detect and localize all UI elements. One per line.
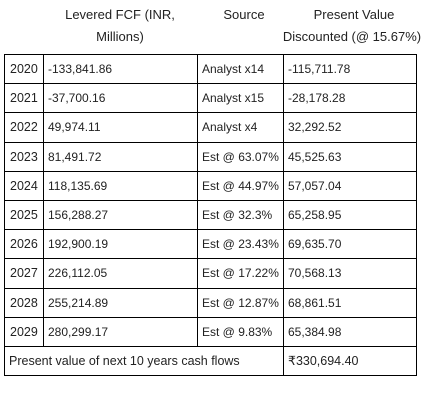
table-row: 2029 280,299.17 Est @ 9.83% 65,384.98 xyxy=(4,316,417,347)
year-cell: 2025 xyxy=(4,199,44,231)
year-cell: 2026 xyxy=(4,229,44,260)
pv-cell: 68,861.51 xyxy=(283,287,417,318)
table-row: 2022 49,974.11 Analyst x4 32,292.52 xyxy=(4,112,417,143)
source-cell: Analyst x4 xyxy=(197,112,284,143)
source-cell: Est @ 44.97% xyxy=(197,170,284,201)
source-cell: Est @ 12.87% xyxy=(197,287,284,318)
header-source: Source xyxy=(223,7,265,22)
year-cell: 2029 xyxy=(4,316,44,347)
fcf-cell: 280,299.17 xyxy=(43,316,198,347)
source-cell: Est @ 17.22% xyxy=(197,258,284,289)
table-row: 2024 118,135.69 Est @ 44.97% 57,057.04 xyxy=(4,170,417,201)
pv-cell: 70,568.13 xyxy=(283,258,417,289)
source-cell: Est @ 32.3% xyxy=(197,199,284,231)
year-cell: 2023 xyxy=(4,141,44,172)
source-cell: Analyst x15 xyxy=(197,83,284,114)
fcf-cell: 156,288.27 xyxy=(43,199,198,231)
pv-cell: -28,178.28 xyxy=(283,83,417,114)
table-row: 2020 -133,841.86 Analyst x14 -115,711.78 xyxy=(4,53,417,85)
table-row: 2025 156,288.27 Est @ 32.3% 65,258.95 xyxy=(4,199,417,231)
source-cell: Est @ 63.07% xyxy=(197,141,284,172)
header-discounted: Discounted (@ 15.67%) xyxy=(282,29,422,44)
pv-cell: 45,525.63 xyxy=(283,141,417,172)
year-cell: 2022 xyxy=(4,112,44,143)
year-cell: 2021 xyxy=(4,83,44,114)
fcf-cell: -133,841.86 xyxy=(43,53,198,85)
total-row: Present value of next 10 years cash flow… xyxy=(4,345,417,377)
fcf-cell: 226,112.05 xyxy=(43,258,198,289)
table-row: 2028 255,214.89 Est @ 12.87% 68,861.51 xyxy=(4,287,417,318)
year-cell: 2020 xyxy=(4,53,44,85)
fcf-cell: 81,491.72 xyxy=(43,141,198,172)
table-row: 2023 81,491.72 Est @ 63.07% 45,525.63 xyxy=(4,141,417,172)
table-row: 2027 226,112.05 Est @ 17.22% 70,568.13 xyxy=(4,258,417,289)
header-present-value: Present Value xyxy=(313,7,395,22)
fcf-cell: 192,900.19 xyxy=(43,229,198,260)
year-cell: 2027 xyxy=(4,258,44,289)
source-cell: Analyst x14 xyxy=(197,53,284,85)
year-cell: 2024 xyxy=(4,170,44,201)
dcf-table: 2020 -133,841.86 Analyst x14 -115,711.78 202… xyxy=(4,53,417,377)
year-cell: 2028 xyxy=(4,287,44,318)
fcf-cell: 49,974.11 xyxy=(43,112,198,143)
source-cell: Est @ 23.43% xyxy=(197,229,284,260)
table-header: Levered FCF (INR, Millions) Source Prese… xyxy=(0,0,424,50)
header-levered-fcf: Levered FCF (INR, Millions) xyxy=(65,7,175,44)
pv-cell: 65,258.95 xyxy=(283,199,417,231)
pv-cell: 57,057.04 xyxy=(283,170,417,201)
table-body: 2020 -133,841.86 Analyst x14 -115,711.78 202… xyxy=(4,53,417,377)
pv-cell: 69,635.70 xyxy=(283,229,417,260)
pv-cell: -115,711.78 xyxy=(283,53,417,85)
fcf-cell: -37,700.16 xyxy=(43,83,198,114)
fcf-cell: 255,214.89 xyxy=(43,287,198,318)
table-row: 2026 192,900.19 Est @ 23.43% 69,635.70 xyxy=(4,229,417,260)
pv-cell: 65,384.98 xyxy=(283,316,417,347)
fcf-cell: 118,135.69 xyxy=(43,170,198,201)
total-value: ₹330,694.40 xyxy=(283,345,417,377)
source-cell: Est @ 9.83% xyxy=(197,316,284,347)
pv-cell: 32,292.52 xyxy=(283,112,417,143)
table-row: 2021 -37,700.16 Analyst x15 -28,178.28 xyxy=(4,83,417,114)
total-label: Present value of next 10 years cash flow… xyxy=(4,345,284,377)
